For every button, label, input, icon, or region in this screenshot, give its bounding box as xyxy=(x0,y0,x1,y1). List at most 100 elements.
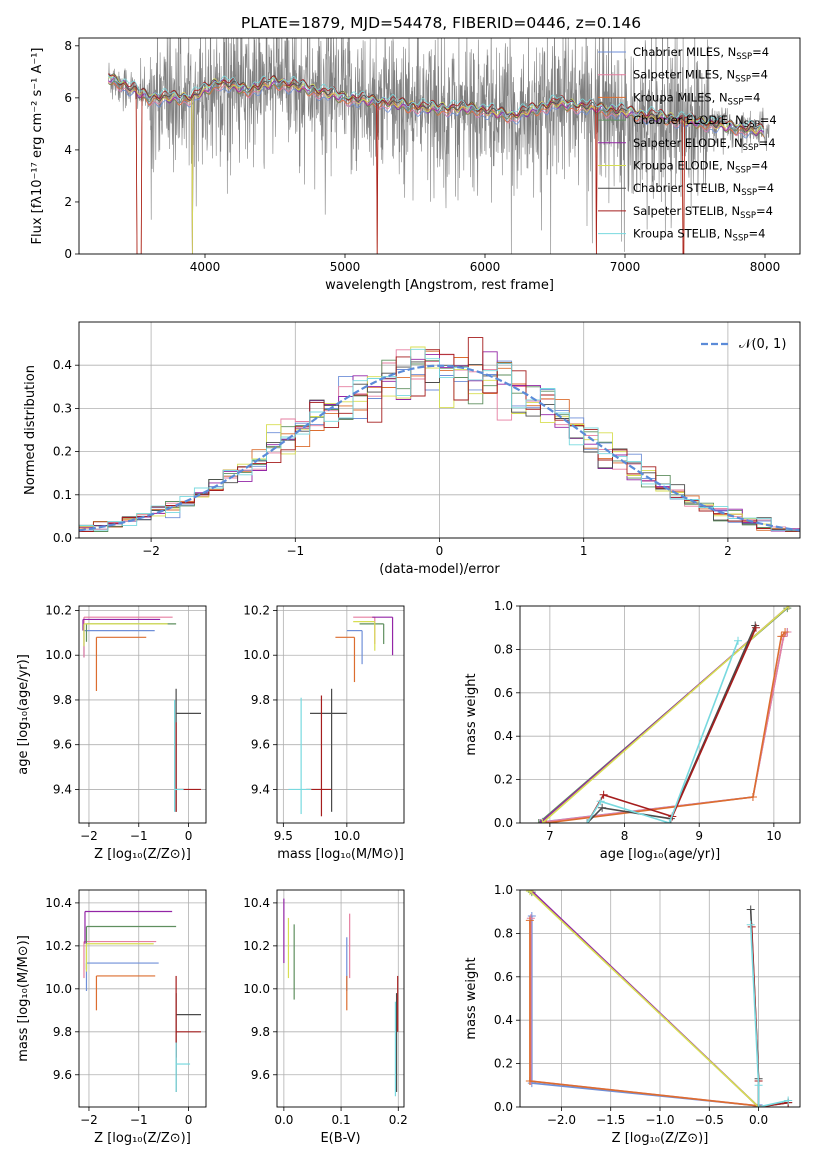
legend-label-salpeter_stelib: Salpeter STELIB, NSSP=4 xyxy=(633,204,773,221)
x-tick-label: −1 xyxy=(286,544,304,558)
axes-frame xyxy=(78,37,801,255)
x-tick-label: 0.0 xyxy=(274,1113,293,1127)
y-tick-label: 10.2 xyxy=(45,939,72,953)
x-tick-label: 10 xyxy=(766,829,781,843)
x-tick-label: 10.0 xyxy=(333,829,360,843)
y-tick-label: 10.2 xyxy=(243,939,270,953)
axes-residual_histogram xyxy=(75,321,801,542)
x-tick-label: 0 xyxy=(185,1113,193,1127)
plot-area-spectrum xyxy=(108,38,770,254)
y-tick-label: 9.8 xyxy=(251,1025,270,1039)
y-tick-label: 0.6 xyxy=(494,970,513,984)
y-tick-label: 8 xyxy=(64,39,72,53)
weight-marker-kroupa_miles xyxy=(748,792,757,801)
weight-marker-kroupa_elodie xyxy=(784,606,793,610)
y-tick-label: 0 xyxy=(64,247,72,261)
x-axis-label: mass [log₁₀(M/M⊙)] xyxy=(277,847,404,862)
y-axis-label: mass weight xyxy=(464,957,479,1039)
y-tick-label: 1.0 xyxy=(494,883,513,897)
plot-area-residual_histogram xyxy=(79,337,800,532)
axes-age_vs_mass xyxy=(273,605,405,827)
y-tick-label: 0.8 xyxy=(494,642,513,656)
x-axis-label: E(B-V) xyxy=(320,1131,360,1146)
x-tick-label: −1.0 xyxy=(645,1113,674,1127)
legend-label-tail: =4 xyxy=(756,204,773,218)
legend-label-main: Kroupa ELODIE, N xyxy=(633,159,735,173)
x-tick-label: −2 xyxy=(80,1113,98,1127)
legend-label-tail: =4 xyxy=(751,68,768,82)
legend-label-salpeter_miles: Salpeter MILES, NSSP=4 xyxy=(633,68,768,85)
x-axis-label: Z [log₁₀(Z/Z⊙)] xyxy=(94,847,191,862)
x-tick-label: 9.5 xyxy=(274,829,293,843)
x-tick-label: −1 xyxy=(130,1113,148,1127)
y-tick-label: 9.6 xyxy=(53,738,72,752)
x-axis-label: age [log₁₀(age/yr)] xyxy=(600,847,721,862)
plot-area-weight_vs_Z xyxy=(525,890,793,1107)
axes-frame xyxy=(78,889,207,1108)
axes-mass_vs_Z xyxy=(75,889,207,1111)
x-tick-label: 7 xyxy=(546,829,554,843)
x-tick-label: 0.1 xyxy=(332,1113,351,1127)
weight-marker-chabrier_stelib xyxy=(746,905,755,914)
legend-label-kroupa_miles: Kroupa MILES, NSSP=4 xyxy=(633,90,760,107)
x-tick-label: 8000 xyxy=(750,260,781,274)
x-axis-label: wavelength [Angstrom, rest frame] xyxy=(325,278,554,293)
x-tick-label: 1 xyxy=(580,544,588,558)
y-tick-label: 10.0 xyxy=(45,982,72,996)
weight-marker-kroupa_miles xyxy=(781,628,790,637)
weight-marker-salpeter_stelib xyxy=(751,623,760,632)
figure-title: PLATE=1879, MJD=54478, FIBERID=0446, z=0… xyxy=(241,14,641,32)
x-tick-label: 0.0 xyxy=(749,1113,768,1127)
x-axis-label: Z [log₁₀(Z/Z⊙)] xyxy=(94,1131,191,1146)
legend-label-main: Salpeter ELODIE, N xyxy=(633,136,743,150)
x-axis-label: (data-model)/error xyxy=(379,562,500,577)
weight-marker-kroupa_stelib xyxy=(665,819,674,823)
legend-label-main: Kroupa STELIB, N xyxy=(633,227,733,241)
y-tick-label: 0.6 xyxy=(494,686,513,700)
histogram-kroupa_elodie xyxy=(79,346,800,531)
weight-marker-kroupa_stelib xyxy=(754,1103,763,1107)
legend-label-sub: SSP xyxy=(743,143,759,153)
y-tick-label: 9.6 xyxy=(251,1068,270,1082)
y-tick-label: 0.8 xyxy=(494,926,513,940)
plot-area-weight_vs_age xyxy=(534,606,793,823)
x-tick-label: 9 xyxy=(695,829,703,843)
axes-frame xyxy=(276,605,405,824)
legend-label-gauss: 𝒩(0, 1) xyxy=(739,337,786,352)
legend-label-sub: SSP xyxy=(741,188,757,198)
y-tick-label: 9.8 xyxy=(53,1025,72,1039)
axes-frame xyxy=(519,889,801,1108)
axes-frame xyxy=(78,605,207,824)
y-tick-label: 1.0 xyxy=(494,599,513,613)
y-tick-label: 0.2 xyxy=(53,445,72,459)
plot-area-age_vs_mass xyxy=(288,616,394,817)
plot-area-age_vs_Z xyxy=(82,616,202,812)
legend-label-chabrier_elodie: Chabrier ELODIE, NSSP=4 xyxy=(633,113,777,130)
axes-frame xyxy=(78,321,801,539)
y-tick-label: 0.3 xyxy=(53,401,72,415)
x-tick-label: 8 xyxy=(621,829,629,843)
weight-marker-chabrier_stelib xyxy=(598,803,607,812)
legend-label-sub: SSP xyxy=(735,166,751,176)
y-tick-label: 10.0 xyxy=(243,648,270,662)
x-tick-label: −1 xyxy=(130,829,148,843)
y-tick-label: 0.4 xyxy=(494,1013,513,1027)
y-tick-label: 9.4 xyxy=(251,782,270,796)
axes-age_vs_Z xyxy=(75,605,207,827)
axes-spectrum xyxy=(75,37,801,258)
x-tick-label: −1.5 xyxy=(596,1113,625,1127)
legend-label-main: Salpeter STELIB, N xyxy=(633,204,740,218)
y-tick-label: 0.1 xyxy=(53,488,72,502)
y-tick-label: 10.0 xyxy=(45,648,72,662)
legend-label-main: Salpeter MILES, N xyxy=(633,68,735,82)
axes-frame xyxy=(519,605,801,824)
y-tick-label: 9.8 xyxy=(251,693,270,707)
axes-frame xyxy=(276,889,405,1108)
weight-marker-kroupa_elodie xyxy=(538,819,547,823)
weight-marker-kroupa_stelib xyxy=(596,797,605,806)
legend-label-sub: SSP xyxy=(735,75,751,85)
legend-label-kroupa_elodie: Kroupa ELODIE, NSSP=4 xyxy=(633,159,768,176)
y-tick-label: 10.4 xyxy=(45,896,72,910)
